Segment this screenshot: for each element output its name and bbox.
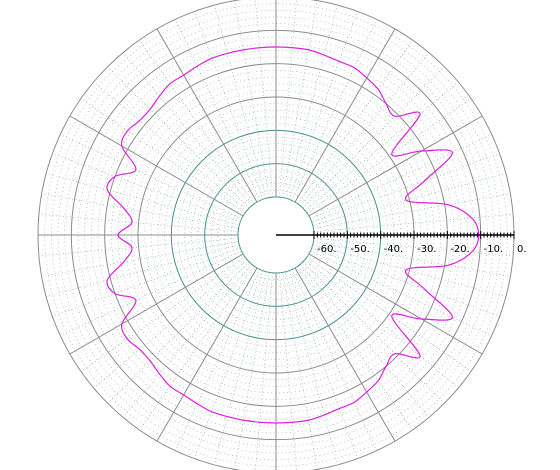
major-spoke <box>294 28 396 203</box>
major-spoke <box>294 267 396 442</box>
radial-tick-label: -60. <box>317 244 337 255</box>
major-spoke <box>156 267 258 442</box>
major-spoke <box>308 115 483 217</box>
radial-tick-label: -20. <box>450 244 470 255</box>
radial-tick-label: -40. <box>384 244 404 255</box>
radial-tick-label: -10. <box>484 244 504 255</box>
major-spoke <box>308 253 483 355</box>
major-spoke <box>69 253 244 355</box>
series-layer <box>106 46 480 424</box>
pattern-series-line <box>106 46 480 424</box>
major-spoke <box>69 115 244 217</box>
major-spoke <box>156 28 258 203</box>
radial-axis <box>276 231 515 239</box>
radial-tick-label: 0. <box>517 244 527 255</box>
radial-tick-label: -30. <box>417 244 437 255</box>
radial-tick-labels: -60. -50. -40. -30. -20. -10. 0. <box>317 244 527 255</box>
radial-tick-label: -50. <box>350 244 370 255</box>
